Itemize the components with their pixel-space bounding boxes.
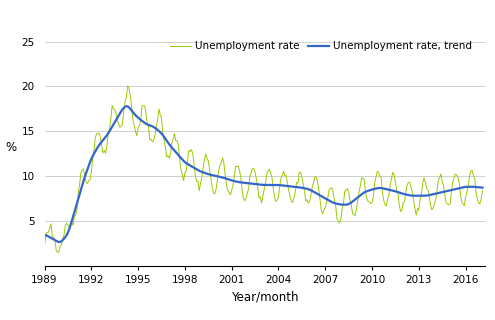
Unemployment rate xyxy=(125,84,131,88)
Unemployment rate xyxy=(178,167,184,171)
Unemployment rate, trend xyxy=(231,179,237,183)
Unemployment rate xyxy=(231,174,237,178)
Unemployment rate xyxy=(117,125,123,129)
Unemployment rate, trend xyxy=(374,186,380,190)
Line: Unemployment rate, trend: Unemployment rate, trend xyxy=(45,106,483,242)
Unemployment rate, trend xyxy=(56,240,62,244)
Unemployment rate, trend xyxy=(178,156,184,160)
Unemployment rate xyxy=(480,189,486,193)
Unemployment rate, trend xyxy=(356,194,362,198)
Unemployment rate, trend xyxy=(42,233,48,237)
Unemployment rate, trend xyxy=(117,111,123,115)
Unemployment rate xyxy=(42,243,48,247)
Unemployment rate, trend xyxy=(123,104,129,108)
X-axis label: Year/month: Year/month xyxy=(231,290,298,303)
Line: Unemployment rate: Unemployment rate xyxy=(45,86,483,252)
Unemployment rate, trend xyxy=(320,195,326,199)
Unemployment rate xyxy=(374,170,380,173)
Unemployment rate xyxy=(356,190,362,194)
Unemployment rate xyxy=(54,250,60,254)
Unemployment rate, trend xyxy=(480,186,486,189)
Unemployment rate xyxy=(320,212,326,216)
Legend: Unemployment rate, Unemployment rate, trend: Unemployment rate, Unemployment rate, tr… xyxy=(166,37,476,55)
Y-axis label: %: % xyxy=(5,140,16,154)
